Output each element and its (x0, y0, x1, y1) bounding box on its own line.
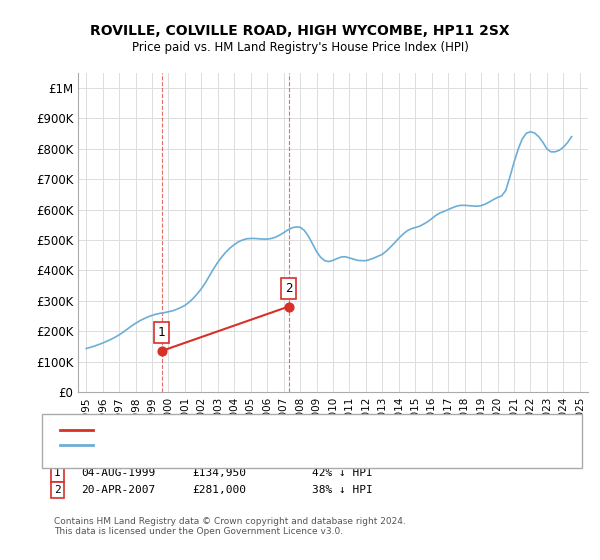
Text: 1: 1 (158, 326, 166, 339)
Point (284, 302, 293, 311)
Text: 38% ↓ HPI: 38% ↓ HPI (312, 485, 373, 495)
Text: ROVILLE, COLVILLE ROAD, HIGH WYCOMBE, HP11 2SX: ROVILLE, COLVILLE ROAD, HIGH WYCOMBE, HP… (90, 24, 510, 38)
Text: Contains HM Land Registry data © Crown copyright and database right 2024.
This d: Contains HM Land Registry data © Crown c… (54, 517, 406, 536)
Text: 20-APR-2007: 20-APR-2007 (81, 485, 155, 495)
Text: Price paid vs. HM Land Registry's House Price Index (HPI): Price paid vs. HM Land Registry's House … (131, 41, 469, 54)
Text: 1: 1 (54, 468, 61, 478)
Point (157, 347, 166, 356)
Text: 2: 2 (54, 485, 61, 495)
Text: £281,000: £281,000 (192, 485, 246, 495)
Text: £134,950: £134,950 (192, 468, 246, 478)
Text: 04-AUG-1999: 04-AUG-1999 (81, 468, 155, 478)
Text: 2: 2 (285, 282, 292, 295)
Text: ROVILLE, COLVILLE ROAD, HIGH WYCOMBE, HP11 2SX (detached house): ROVILLE, COLVILLE ROAD, HIGH WYCOMBE, HP… (96, 425, 490, 435)
Text: HPI: Average price, detached house, Buckinghamshire: HPI: Average price, detached house, Buck… (96, 440, 415, 450)
Text: 42% ↓ HPI: 42% ↓ HPI (312, 468, 373, 478)
